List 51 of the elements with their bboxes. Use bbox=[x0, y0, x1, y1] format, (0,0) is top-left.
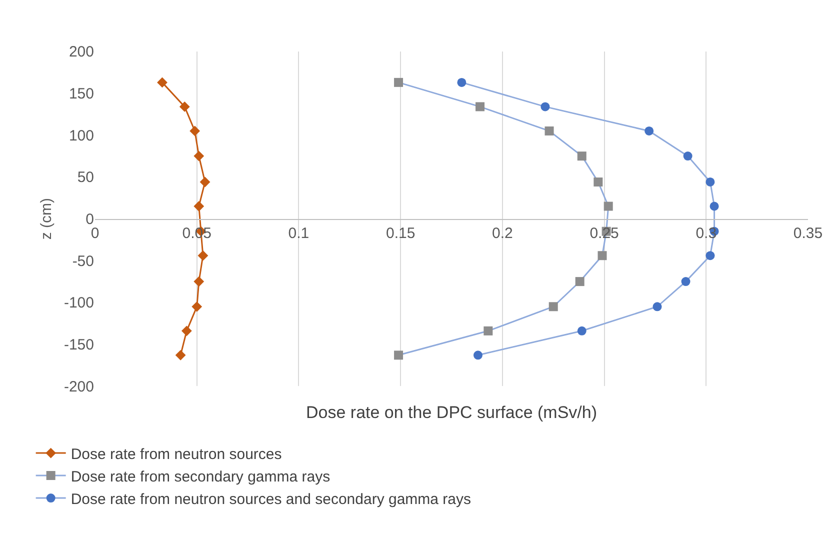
point bbox=[706, 177, 715, 186]
legend-label: Dose rate from secondary gamma rays bbox=[70, 468, 330, 486]
x-axis-title: Dose rate on the DPC surface (mSv/h) bbox=[306, 403, 598, 422]
point bbox=[175, 350, 186, 360]
y-tick-label: 50 bbox=[77, 169, 94, 186]
point bbox=[484, 326, 493, 336]
point bbox=[540, 102, 550, 112]
x-tick-label: 0.2 bbox=[492, 224, 513, 242]
point bbox=[681, 277, 690, 286]
point bbox=[652, 302, 662, 312]
point bbox=[198, 250, 208, 261]
point bbox=[706, 251, 715, 260]
y-tick-label: 200 bbox=[68, 44, 94, 61]
x-tick-label: 0.1 bbox=[288, 224, 310, 242]
y-tick-label: 150 bbox=[68, 86, 94, 103]
point bbox=[181, 326, 192, 336]
point bbox=[604, 202, 613, 211]
x-tick-label: 0.15 bbox=[386, 224, 416, 242]
point bbox=[179, 102, 190, 112]
point bbox=[575, 277, 584, 286]
point bbox=[548, 302, 558, 312]
point bbox=[192, 301, 202, 312]
point bbox=[683, 152, 692, 161]
legend-label: Dose rate from neutron sources bbox=[70, 446, 282, 463]
point bbox=[194, 276, 204, 287]
point bbox=[544, 126, 554, 136]
point bbox=[577, 152, 586, 161]
point bbox=[598, 251, 607, 260]
point bbox=[200, 176, 210, 188]
y-tick-label: 0 bbox=[86, 211, 94, 228]
y-tick-label: 100 bbox=[68, 127, 94, 144]
point bbox=[394, 350, 404, 360]
point bbox=[394, 78, 404, 87]
point bbox=[473, 350, 482, 360]
x-tick-label: 0.35 bbox=[793, 224, 823, 242]
point bbox=[194, 201, 204, 212]
y-axis-title: z (cm) bbox=[38, 198, 56, 240]
point bbox=[710, 202, 719, 211]
y-tick-label: -200 bbox=[64, 378, 94, 396]
y-tick-label: -50 bbox=[72, 252, 94, 270]
legend-label: Dose rate from neutron sources and secondary gamma rays bbox=[70, 490, 472, 508]
point bbox=[594, 177, 603, 186]
point bbox=[157, 77, 168, 88]
point bbox=[190, 126, 200, 136]
y-tick-label: -100 bbox=[64, 294, 94, 312]
point bbox=[644, 126, 654, 136]
point bbox=[577, 326, 586, 336]
point bbox=[194, 150, 204, 162]
point bbox=[476, 102, 485, 112]
point bbox=[457, 78, 466, 87]
y-tick-label: -150 bbox=[64, 336, 94, 354]
